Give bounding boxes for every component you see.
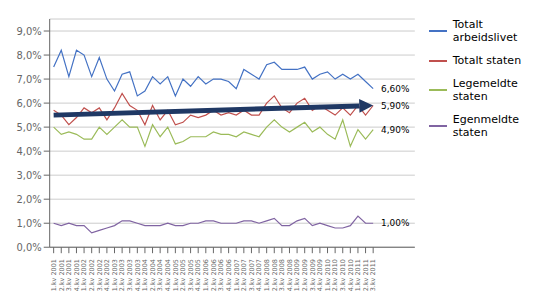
- svg-text:4.kv 2005: 4.kv 2005: [194, 259, 203, 292]
- svg-text:3.kv 2008: 3.kv 2008: [278, 259, 287, 292]
- svg-text:4.kv 2007: 4.kv 2007: [255, 259, 264, 292]
- svg-text:3.kv 2002: 3.kv 2002: [95, 259, 104, 292]
- svg-text:4.kv 2006: 4.kv 2006: [224, 259, 233, 292]
- svg-text:2.kv 2001: 2.kv 2001: [57, 259, 66, 292]
- svg-text:1.kv 2001: 1.kv 2001: [49, 259, 58, 292]
- svg-text:4.kv 2002: 4.kv 2002: [103, 259, 112, 292]
- svg-text:9,0%: 9,0%: [17, 26, 42, 37]
- svg-text:4.kv 2001: 4.kv 2001: [72, 259, 81, 292]
- svg-text:6,0%: 6,0%: [17, 98, 42, 109]
- svg-text:1.kv 2006: 1.kv 2006: [202, 259, 211, 292]
- svg-text:3.kv 2006: 3.kv 2006: [217, 259, 226, 292]
- svg-text:4.kv 2008: 4.kv 2008: [285, 259, 294, 292]
- html-text:Legemeldte staten: Legemeldte staten: [452, 77, 518, 103]
- svg-text:2.kv 2005: 2.kv 2005: [179, 259, 188, 292]
- svg-text:1,0%: 1,0%: [17, 218, 42, 229]
- svg-text:1,00%: 1,00%: [381, 218, 409, 228]
- svg-text:3,0%: 3,0%: [17, 170, 42, 181]
- svg-text:1.kv 2002: 1.kv 2002: [80, 259, 89, 292]
- html-text:Totalt arbeidslivet: Totalt arbeidslivet: [452, 18, 518, 44]
- svg-text:1.kv 2004: 1.kv 2004: [141, 259, 150, 292]
- svg-text:1.kv 2003: 1.kv 2003: [110, 259, 119, 292]
- svg-text:1.kv 2005: 1.kv 2005: [171, 259, 180, 292]
- html-text:Totalt staten: Totalt staten: [452, 54, 522, 67]
- svg-text:2.kv 2008: 2.kv 2008: [270, 259, 279, 292]
- svg-text:3.kv 2004: 3.kv 2004: [156, 259, 165, 292]
- svg-text:3.kv 2007: 3.kv 2007: [247, 259, 256, 292]
- svg-text:3.kv 2010: 3.kv 2010: [339, 259, 347, 292]
- svg-text:4.kv 2009: 4.kv 2009: [316, 259, 325, 292]
- svg-text:4,90%: 4,90%: [381, 125, 409, 135]
- svg-text:4.kv 2003: 4.kv 2003: [133, 259, 142, 292]
- svg-text:2.kv 2011: 2.kv 2011: [361, 259, 370, 292]
- svg-text:1.kv 2010: 1.kv 2010: [323, 259, 332, 292]
- svg-text:1.kv 2009: 1.kv 2009: [293, 259, 302, 292]
- svg-text:5,90%: 5,90%: [381, 101, 409, 111]
- svg-text:7,0%: 7,0%: [17, 74, 42, 85]
- svg-text:1.kv 2007: 1.kv 2007: [232, 259, 241, 292]
- svg-text:4.kv 2004: 4.kv 2004: [164, 259, 172, 292]
- svg-text:1.kv 2011: 1.kv 2011: [354, 259, 363, 292]
- svg-text:2.kv 2010: 2.kv 2010: [331, 259, 340, 292]
- svg-text:2.kv 2007: 2.kv 2007: [240, 259, 249, 292]
- svg-text:8,0%: 8,0%: [17, 50, 42, 61]
- svg-text:3.kv 2001: 3.kv 2001: [65, 259, 74, 292]
- svg-text:2.kv 2002: 2.kv 2002: [88, 259, 96, 292]
- svg-text:0,0%: 0,0%: [17, 242, 42, 253]
- svg-text:3.kv 2003: 3.kv 2003: [126, 259, 134, 292]
- svg-text:3.kv 2011: 3.kv 2011: [369, 259, 377, 291]
- svg-text:2.kv 2006: 2.kv 2006: [209, 259, 218, 292]
- svg-text:5,0%: 5,0%: [17, 122, 42, 133]
- svg-text:2.kv 2003: 2.kv 2003: [118, 259, 127, 292]
- svg-text:2,0%: 2,0%: [17, 194, 42, 205]
- svg-text:2.kv 2009: 2.kv 2009: [301, 259, 309, 292]
- svg-text:2.kv 2004: 2.kv 2004: [148, 259, 157, 292]
- svg-text:3.kv 2009: 3.kv 2009: [308, 259, 317, 292]
- html-text:Egenmeldte staten: Egenmeldte staten: [452, 113, 519, 139]
- svg-text:1.kv 2008: 1.kv 2008: [262, 259, 271, 292]
- svg-text:4.kv 2010: 4.kv 2010: [346, 259, 355, 292]
- svg-text:3.kv 2005: 3.kv 2005: [186, 259, 195, 292]
- svg-text:4,0%: 4,0%: [17, 146, 42, 157]
- svg-text:6,60%: 6,60%: [381, 84, 409, 94]
